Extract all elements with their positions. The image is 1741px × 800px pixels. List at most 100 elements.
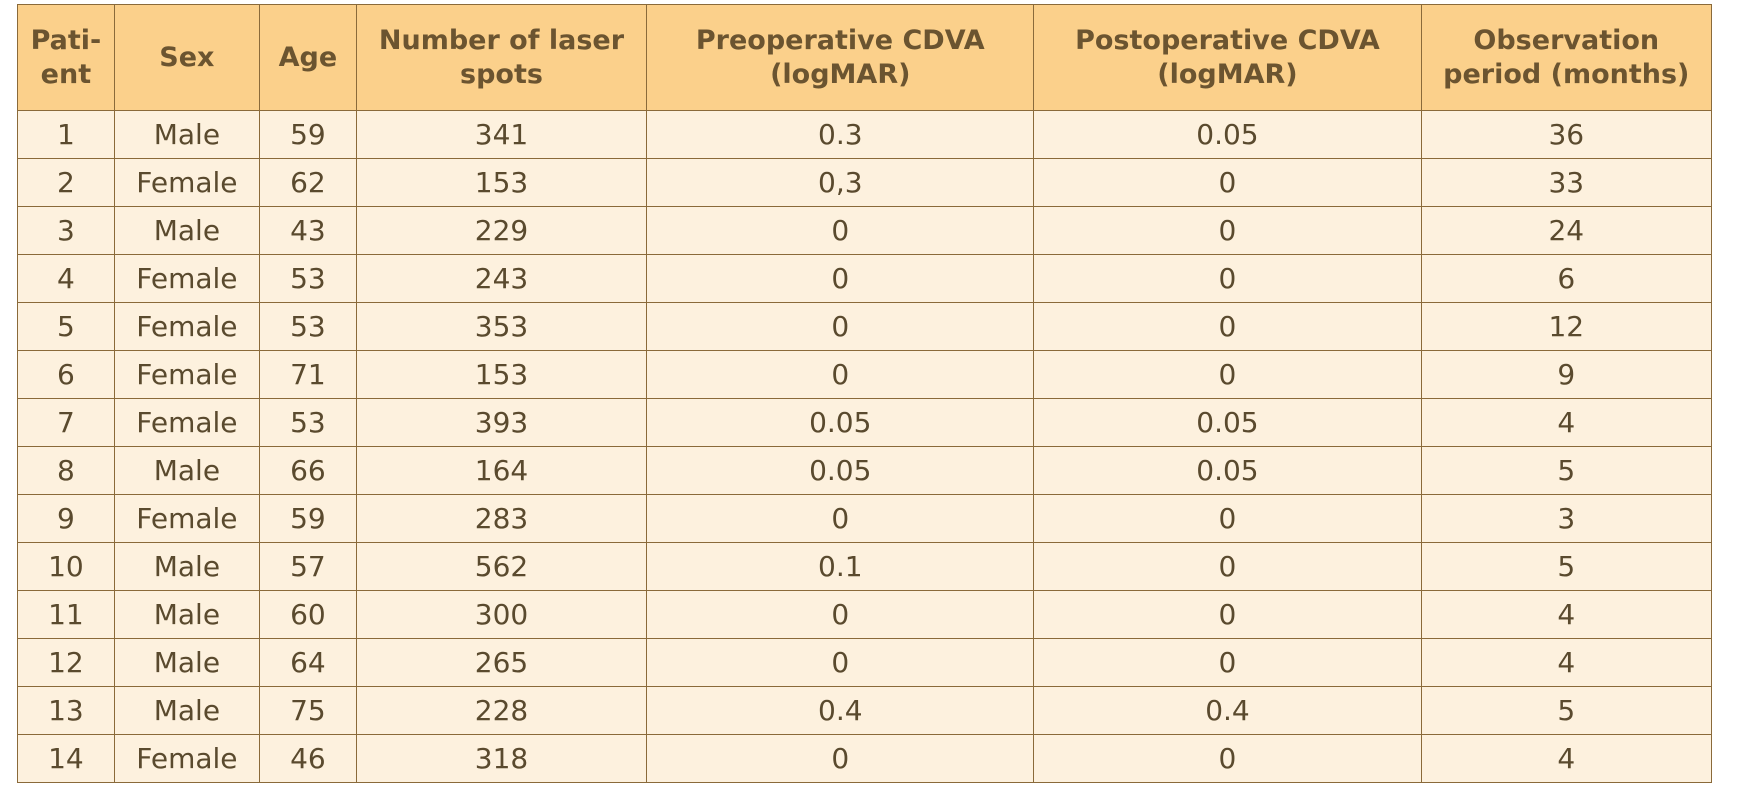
cell-sex: Female: [113, 350, 260, 399]
cell-preoperative-cdva: 0: [646, 638, 1035, 687]
cell-postoperative-cdva: 0: [1033, 206, 1422, 255]
cell-postoperative-cdva: 0: [1033, 350, 1422, 399]
cell-laser-spots: 229: [355, 206, 648, 255]
cell-laser-spots: 341: [355, 110, 648, 159]
cell-preoperative-cdva: 0.3: [646, 110, 1035, 159]
cell-preoperative-cdva: 0: [646, 350, 1035, 399]
cell-age: 53: [258, 398, 357, 447]
cell-age: 59: [258, 110, 357, 159]
cell-age: 57: [258, 542, 357, 591]
cell-patient: 13: [17, 686, 115, 735]
patient-table-container: Pati- ent Sex Age Number of laser spots …: [17, 4, 1713, 783]
cell-observation-period: 4: [1420, 398, 1713, 447]
cell-laser-spots: 318: [355, 734, 648, 783]
cell-patient: 9: [17, 494, 115, 543]
cell-sex: Male: [113, 110, 260, 159]
cell-sex: Male: [113, 590, 260, 639]
cell-postoperative-cdva: 0.05: [1033, 398, 1422, 447]
cell-preoperative-cdva: 0: [646, 302, 1035, 351]
cell-observation-period: 36: [1420, 110, 1713, 159]
cell-patient: 3: [17, 206, 115, 255]
cell-age: 71: [258, 350, 357, 399]
cell-observation-period: 4: [1420, 734, 1713, 783]
table-row: 11 Male 60 300 0 0 4: [17, 590, 1713, 639]
cell-patient: 4: [17, 254, 115, 303]
cell-age: 59: [258, 494, 357, 543]
cell-patient: 5: [17, 302, 115, 351]
table-row: 9 Female 59 283 0 0 3: [17, 494, 1713, 543]
table-row: 14 Female 46 318 0 0 4: [17, 734, 1713, 783]
cell-observation-period: 12: [1420, 302, 1713, 351]
cell-preoperative-cdva: 0: [646, 494, 1035, 543]
table-row: 3 Male 43 229 0 0 24: [17, 206, 1713, 255]
cell-laser-spots: 353: [355, 302, 648, 351]
cell-observation-period: 4: [1420, 590, 1713, 639]
cell-age: 62: [258, 158, 357, 207]
cell-postoperative-cdva: 0: [1033, 494, 1422, 543]
cell-postoperative-cdva: 0: [1033, 590, 1422, 639]
table-header: Pati- ent Sex Age Number of laser spots …: [17, 4, 1713, 111]
cell-sex: Female: [113, 254, 260, 303]
header-observation-period: Observation period (months): [1420, 4, 1713, 111]
cell-sex: Male: [113, 638, 260, 687]
header-postoperative-cdva: Postoperative CDVA (logMAR): [1033, 4, 1422, 111]
cell-observation-period: 33: [1420, 158, 1713, 207]
cell-preoperative-cdva: 0.4: [646, 686, 1035, 735]
cell-patient: 12: [17, 638, 115, 687]
cell-patient: 6: [17, 350, 115, 399]
cell-postoperative-cdva: 0: [1033, 158, 1422, 207]
cell-postoperative-cdva: 0: [1033, 638, 1422, 687]
patient-data-table: Pati- ent Sex Age Number of laser spots …: [17, 4, 1713, 783]
cell-sex: Female: [113, 302, 260, 351]
table-row: 2 Female 62 153 0,3 0 33: [17, 158, 1713, 207]
cell-preoperative-cdva: 0: [646, 254, 1035, 303]
cell-sex: Female: [113, 734, 260, 783]
cell-age: 53: [258, 302, 357, 351]
table-row: 8 Male 66 164 0.05 0.05 5: [17, 446, 1713, 495]
cell-laser-spots: 153: [355, 350, 648, 399]
cell-sex: Male: [113, 206, 260, 255]
cell-sex: Male: [113, 542, 260, 591]
header-preoperative-cdva: Preoperative CDVA (logMAR): [646, 4, 1035, 111]
cell-patient: 14: [17, 734, 115, 783]
table-row: 1 Male 59 341 0.3 0.05 36: [17, 110, 1713, 159]
cell-preoperative-cdva: 0: [646, 206, 1035, 255]
cell-postoperative-cdva: 0: [1033, 254, 1422, 303]
cell-laser-spots: 562: [355, 542, 648, 591]
table-row: 4 Female 53 243 0 0 6: [17, 254, 1713, 303]
cell-postoperative-cdva: 0: [1033, 302, 1422, 351]
cell-patient: 2: [17, 158, 115, 207]
cell-sex: Male: [113, 446, 260, 495]
cell-patient: 8: [17, 446, 115, 495]
header-age: Age: [258, 4, 357, 111]
cell-observation-period: 9: [1420, 350, 1713, 399]
cell-patient: 1: [17, 110, 115, 159]
cell-laser-spots: 153: [355, 158, 648, 207]
table-row: 6 Female 71 153 0 0 9: [17, 350, 1713, 399]
table-body: 1 Male 59 341 0.3 0.05 36 2 Female 62 153 0,3 0 33 3 Ma…: [17, 110, 1713, 783]
cell-postoperative-cdva: 0: [1033, 734, 1422, 783]
cell-postoperative-cdva: 0.05: [1033, 110, 1422, 159]
cell-preoperative-cdva: 0.05: [646, 446, 1035, 495]
cell-observation-period: 5: [1420, 542, 1713, 591]
cell-sex: Female: [113, 494, 260, 543]
cell-patient: 10: [17, 542, 115, 591]
cell-laser-spots: 164: [355, 446, 648, 495]
header-sex: Sex: [113, 4, 260, 111]
cell-observation-period: 24: [1420, 206, 1713, 255]
cell-observation-period: 3: [1420, 494, 1713, 543]
table-row: 10 Male 57 562 0.1 0 5: [17, 542, 1713, 591]
cell-laser-spots: 300: [355, 590, 648, 639]
cell-patient: 7: [17, 398, 115, 447]
cell-preoperative-cdva: 0.1: [646, 542, 1035, 591]
cell-laser-spots: 228: [355, 686, 648, 735]
table-row: 7 Female 53 393 0.05 0.05 4: [17, 398, 1713, 447]
cell-sex: Male: [113, 686, 260, 735]
cell-age: 66: [258, 446, 357, 495]
cell-postoperative-cdva: 0.4: [1033, 686, 1422, 735]
cell-observation-period: 5: [1420, 446, 1713, 495]
header-laser-spots: Number of laser spots: [355, 4, 648, 111]
cell-preoperative-cdva: 0,3: [646, 158, 1035, 207]
header-row: Pati- ent Sex Age Number of laser spots …: [17, 4, 1713, 111]
cell-laser-spots: 393: [355, 398, 648, 447]
